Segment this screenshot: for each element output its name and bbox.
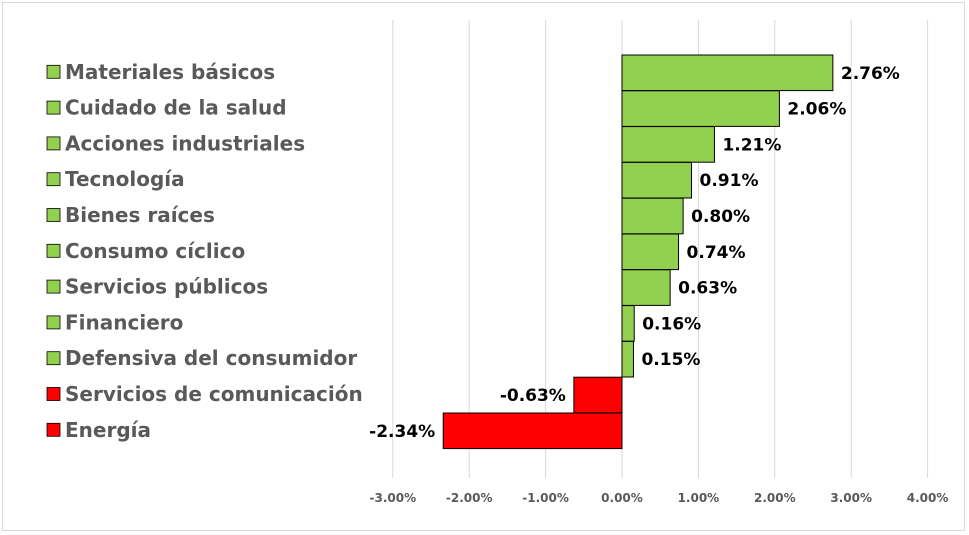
legend-swatch bbox=[46, 64, 61, 79]
legend: Materiales básicos Cuidado de la salud Acc… bbox=[46, 60, 363, 442]
x-tick-label: -3.00% bbox=[369, 491, 416, 505]
data-label: 1.21% bbox=[722, 135, 781, 155]
bar bbox=[621, 233, 680, 271]
data-label: 0.74% bbox=[687, 243, 746, 263]
data-labels: 2.76% 2.06% 1.21% 0.91% 0.80% 0.74% 0.63% 0.16%… bbox=[369, 64, 900, 442]
data-label: 0.91% bbox=[700, 171, 759, 191]
data-label: 0.80% bbox=[691, 207, 750, 227]
x-tick-label: 0.00% bbox=[601, 491, 643, 505]
legend-label: Acciones industriales bbox=[65, 131, 305, 155]
x-tick-label: 3.00% bbox=[830, 491, 872, 505]
bar bbox=[621, 126, 715, 163]
legend-swatch bbox=[46, 172, 61, 187]
bar bbox=[621, 90, 780, 127]
bar bbox=[573, 376, 623, 414]
bar bbox=[621, 197, 684, 235]
legend-label: Servicios de comunicación bbox=[65, 382, 363, 406]
legend-label: Tecnología bbox=[65, 167, 185, 191]
data-label: 0.63% bbox=[678, 279, 737, 299]
legend-label: Materiales básicos bbox=[65, 60, 275, 84]
legend-swatch bbox=[46, 100, 61, 115]
x-tick-label: -2.00% bbox=[446, 491, 493, 505]
x-tick-label: 4.00% bbox=[907, 491, 949, 505]
bar bbox=[621, 340, 634, 378]
bar bbox=[621, 161, 693, 199]
legend-swatch bbox=[46, 422, 61, 437]
data-label: -2.34% bbox=[369, 422, 435, 442]
x-tick-label: 2.00% bbox=[754, 491, 796, 505]
bars bbox=[442, 54, 834, 450]
legend-swatch bbox=[46, 136, 61, 151]
legend-swatch bbox=[46, 208, 61, 222]
data-label: 2.06% bbox=[787, 100, 846, 120]
legend-label: Consumo cíclico bbox=[65, 239, 245, 263]
bar bbox=[621, 305, 635, 342]
legend-swatch bbox=[46, 243, 61, 258]
x-axis-ticks: -3.00% -2.00% -1.00% 0.00% 1.00% 2.00% 3.00% 4.… bbox=[369, 491, 948, 505]
legend-label: Bienes raíces bbox=[65, 203, 215, 227]
bar bbox=[442, 412, 623, 450]
bar bbox=[621, 54, 834, 92]
legend-label: Servicios públicos bbox=[65, 275, 268, 299]
data-label: -0.63% bbox=[500, 386, 566, 406]
bar bbox=[621, 269, 671, 306]
legend-swatch bbox=[46, 279, 61, 294]
data-label: 0.15% bbox=[641, 350, 700, 370]
legend-swatch bbox=[46, 351, 61, 366]
legend-label: Energía bbox=[65, 418, 151, 442]
data-label: 0.16% bbox=[642, 314, 701, 334]
x-tick-label: 1.00% bbox=[678, 491, 720, 505]
legend-label: Financiero bbox=[65, 310, 183, 334]
legend-label: Cuidado de la salud bbox=[65, 96, 287, 120]
x-tick-label: -1.00% bbox=[522, 491, 569, 505]
data-label: 2.76% bbox=[841, 64, 900, 84]
legend-swatch bbox=[46, 387, 61, 401]
legend-swatch bbox=[46, 315, 61, 330]
legend-label: Defensiva del consumidor bbox=[65, 346, 357, 370]
